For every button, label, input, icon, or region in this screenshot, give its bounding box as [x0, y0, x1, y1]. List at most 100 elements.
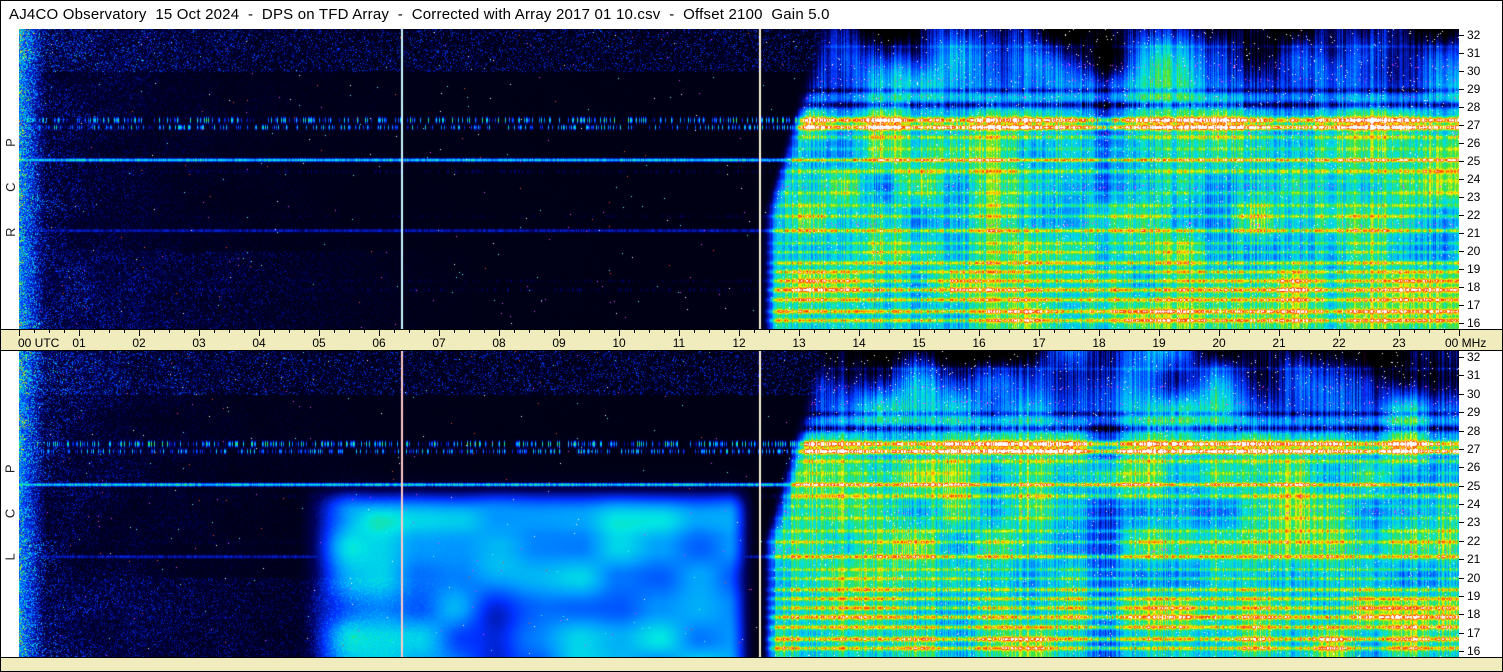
frequency-scale-lcp: 32 31 30 29 28 27 26 25 24 23 22 21 20 19 18 17 16	[1459, 350, 1502, 658]
time-tick	[829, 330, 830, 333]
time-label: 10	[612, 336, 626, 350]
time-tick	[964, 330, 965, 333]
time-label: 14	[852, 336, 866, 350]
bottom-strip	[1, 657, 1502, 671]
time-tick	[409, 330, 410, 333]
frequency-tick	[1459, 578, 1464, 579]
frequency-tick	[1459, 323, 1464, 324]
time-tick	[574, 330, 575, 333]
time-label: 04	[252, 336, 266, 350]
time-label: 23	[1392, 336, 1406, 350]
time-tick	[589, 330, 590, 333]
frequency-label: 18	[1467, 280, 1481, 294]
time-tick	[1054, 330, 1055, 333]
frequency-tick	[1459, 143, 1464, 144]
polarization-label-rcp-text: R C P	[2, 121, 18, 237]
frequency-label: 21	[1467, 226, 1481, 240]
time-tick	[199, 330, 200, 336]
frequency-label: 24	[1467, 497, 1481, 511]
frequency-tick	[1459, 375, 1464, 376]
frequency-label: 28	[1467, 100, 1481, 114]
time-tick	[859, 330, 860, 336]
time-tick	[439, 330, 440, 336]
time-tick	[1429, 330, 1430, 333]
time-tick	[469, 330, 470, 333]
time-tick	[754, 330, 755, 333]
time-tick	[319, 330, 320, 336]
time-tick	[634, 330, 635, 333]
time-tick	[1084, 330, 1085, 333]
frequency-tick	[1459, 89, 1464, 90]
frequency-label: 23	[1467, 190, 1481, 204]
frequency-label: 25	[1467, 154, 1481, 168]
frequency-label: 17	[1467, 298, 1481, 312]
frequency-tick	[1459, 614, 1464, 615]
time-axis: 01 02 03 04 05 06 07 08 09 10 11 12 13 14 15 16 17 18 19 20…	[1, 329, 1502, 351]
spectrogram-canvas-rcp	[19, 29, 1459, 329]
frequency-tick	[1459, 541, 1464, 542]
frequency-label: 24	[1467, 172, 1481, 186]
time-tick	[919, 330, 920, 336]
time-tick	[454, 330, 455, 333]
frequency-tick	[1459, 53, 1464, 54]
time-label: 06	[372, 336, 386, 350]
time-tick	[934, 330, 935, 333]
frequency-tick	[1459, 125, 1464, 126]
time-tick	[1279, 330, 1280, 336]
time-tick	[379, 330, 380, 336]
frequency-tick	[1459, 305, 1464, 306]
frequency-label: 21	[1467, 552, 1481, 566]
time-tick	[1309, 330, 1310, 333]
time-tick	[994, 330, 995, 333]
time-tick	[889, 330, 890, 333]
time-label: 03	[192, 336, 206, 350]
frequency-label: 32	[1467, 350, 1481, 364]
time-tick	[1174, 330, 1175, 333]
frequency-tick	[1459, 633, 1464, 634]
frequency-tick	[1459, 357, 1464, 358]
frequency-label: 20	[1467, 571, 1481, 585]
frequency-tick	[1459, 467, 1464, 468]
time-tick	[769, 330, 770, 333]
time-label: 17	[1032, 336, 1046, 350]
time-tick	[364, 330, 365, 333]
time-label: 02	[132, 336, 146, 350]
time-label: 11	[672, 336, 686, 350]
time-label: 16	[972, 336, 986, 350]
time-tick	[619, 330, 620, 336]
time-tick	[484, 330, 485, 333]
time-tick	[1024, 330, 1025, 333]
title-bar: AJ4CO Observatory 15 Oct 2024 - DPS on T…	[1, 1, 1502, 29]
time-tick	[709, 330, 710, 333]
frequency-tick	[1459, 559, 1464, 560]
spectrogram-panel-rcp: R C P 32 31 30 29 28 27 26 25 24 23 22 21 20 19 18 17 16	[1, 28, 1502, 330]
time-tick	[1234, 330, 1235, 333]
time-tick	[799, 330, 800, 336]
page-title: AJ4CO Observatory 15 Oct 2024 - DPS on T…	[9, 6, 830, 23]
time-tick	[289, 330, 290, 333]
time-tick	[34, 330, 35, 333]
time-tick	[949, 330, 950, 333]
time-label: 07	[432, 336, 446, 350]
time-tick	[244, 330, 245, 333]
frequency-label: 32	[1467, 28, 1481, 42]
time-tick	[1444, 330, 1445, 333]
time-label: 08	[492, 336, 506, 350]
frequency-label: 17	[1467, 626, 1481, 640]
frequency-label: 18	[1467, 607, 1481, 621]
time-tick	[1414, 330, 1415, 333]
time-tick	[679, 330, 680, 336]
frequency-tick	[1459, 71, 1464, 72]
spectrogram-canvas-lcp	[19, 351, 1459, 657]
time-tick	[739, 330, 740, 336]
time-tick	[79, 330, 80, 336]
time-tick	[604, 330, 605, 333]
time-label: 21	[1272, 336, 1286, 350]
frequency-tick	[1459, 35, 1464, 36]
time-tick	[814, 330, 815, 333]
frequency-label: 29	[1467, 82, 1481, 96]
time-tick	[784, 330, 785, 333]
frequency-label: 31	[1467, 368, 1481, 382]
time-tick	[1384, 330, 1385, 333]
time-tick	[979, 330, 980, 336]
